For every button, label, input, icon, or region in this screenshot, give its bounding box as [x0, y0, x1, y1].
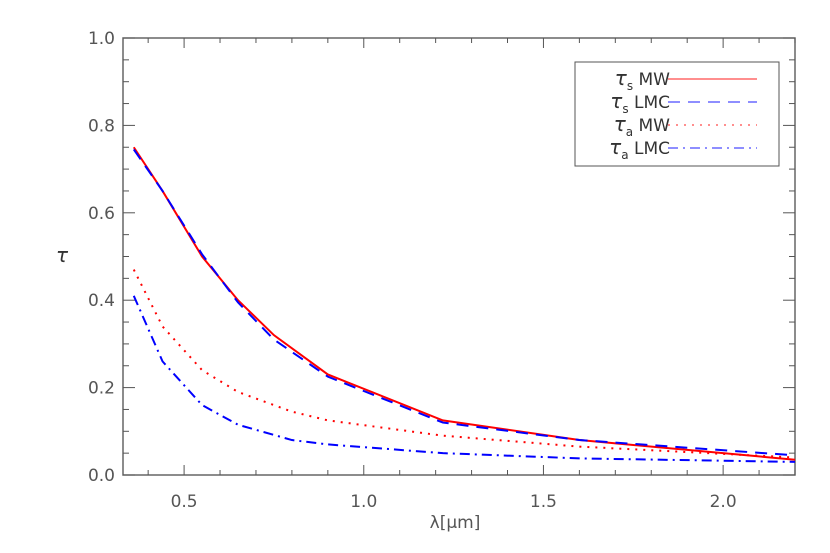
x-tick-label: 2.0 [710, 492, 737, 512]
series-line-2 [132, 269, 796, 459]
legend-label: τa LMC [609, 135, 670, 162]
y-tick-label: 0.4 [88, 291, 115, 311]
y-tick-label: 1.0 [88, 29, 115, 49]
y-tick-label: 0.0 [88, 466, 115, 486]
x-tick-label: 0.5 [171, 492, 198, 512]
series-line-1 [132, 148, 796, 457]
x-tick-label: 1.0 [350, 492, 377, 512]
series-line-0 [132, 146, 796, 461]
y-tick-label: 0.8 [88, 116, 115, 136]
legend-label: τs MW [615, 66, 670, 93]
legend-label: τa MW [614, 112, 670, 139]
legend-label: τs LMC [610, 89, 670, 116]
y-axis-label: τ [56, 243, 69, 267]
y-tick-label: 0.6 [88, 204, 115, 224]
series-line-3 [132, 295, 796, 463]
x-axis-label: λ[μm] [430, 513, 481, 533]
y-tick-label: 0.2 [88, 379, 115, 399]
x-tick-label: 1.5 [530, 492, 557, 512]
